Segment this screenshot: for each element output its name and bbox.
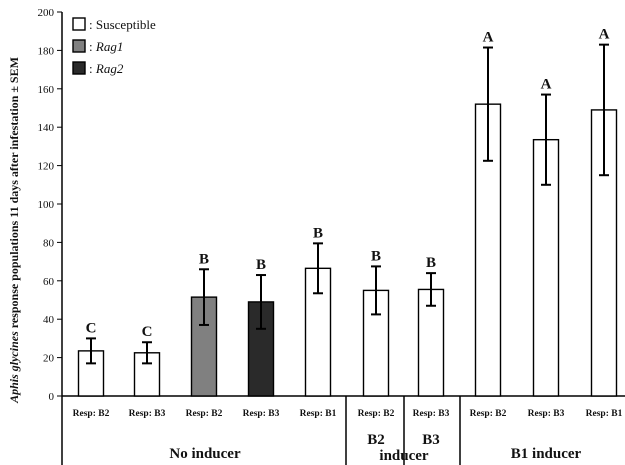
significance-letter: B [256,257,266,273]
group-label: B1 inducer [511,446,582,462]
group-label: B2 [367,432,385,448]
category-label: Resp: B3 [528,409,565,419]
y-tick-label: 80 [43,237,55,249]
bar [77,350,105,397]
legend-label-name: Susceptible [96,17,156,32]
legend-swatch [72,39,86,53]
y-tick-label: 160 [38,84,55,96]
legend-label-prefix: : [89,61,96,76]
group-label: No inducer [169,446,241,462]
legend: : Susceptible: Rag1: Rag2 [72,17,156,76]
y-tick-label: 100 [38,199,55,211]
legend-swatch [72,61,86,75]
group-label-inducer: inducer [379,448,429,464]
group-labels: No inducer B2 B3 B1 inducer inducer [169,396,582,465]
significance-letter: B [371,248,381,264]
y-axis-label-species: Aphis glycines [7,331,21,404]
legend-label-prefix: : [89,17,96,32]
category-label: Resp: B2 [470,409,507,419]
category-label: Resp: B1 [586,409,623,419]
y-tick-label: 40 [43,314,55,326]
significance-letter: B [199,251,209,267]
legend-label: : Rag1 [89,39,123,54]
y-axis-label: Aphis glycines response populations 11 d… [7,57,21,404]
y-tick-label: 0 [49,391,55,403]
significance-letter: C [86,320,97,336]
category-label: Resp: B3 [129,409,166,419]
y-tick-label: 200 [38,7,55,19]
significance-letter: A [541,77,552,93]
category-labels: Resp: B2 Resp: B3 Resp: B2 Resp: B3 Resp: B1… [73,409,623,419]
group-label: B3 [422,432,440,448]
significance-letter: B [313,225,323,241]
y-axis-label-text: response populations 11 days after infes… [7,57,21,331]
category-label: Resp: B2 [73,409,110,419]
category-label: Resp: B3 [413,409,450,419]
y-tick-label: 180 [38,45,55,57]
category-label: Resp: B3 [243,409,280,419]
bars: C C B B B B B A A A [77,27,618,397]
legend-label: : Susceptible [89,17,156,32]
y-tick-label: 140 [38,122,55,134]
significance-letter: A [483,30,494,46]
legend-label-name: Rag1 [95,39,123,54]
category-label: Resp: B2 [358,409,395,419]
significance-letter: B [426,255,436,271]
legend-label-prefix: : [89,39,96,54]
category-label: Resp: B1 [300,409,337,419]
y-tick-label: 120 [38,161,55,173]
y-tick-label: 20 [43,353,55,365]
y-tick-label: 60 [43,276,55,288]
legend-label-name: Rag2 [95,61,124,76]
significance-letter: C [142,324,153,340]
legend-swatch [72,17,86,31]
category-label: Resp: B2 [186,409,223,419]
bar [304,267,332,397]
significance-letter: A [599,27,610,43]
legend-label: : Rag2 [89,61,124,76]
